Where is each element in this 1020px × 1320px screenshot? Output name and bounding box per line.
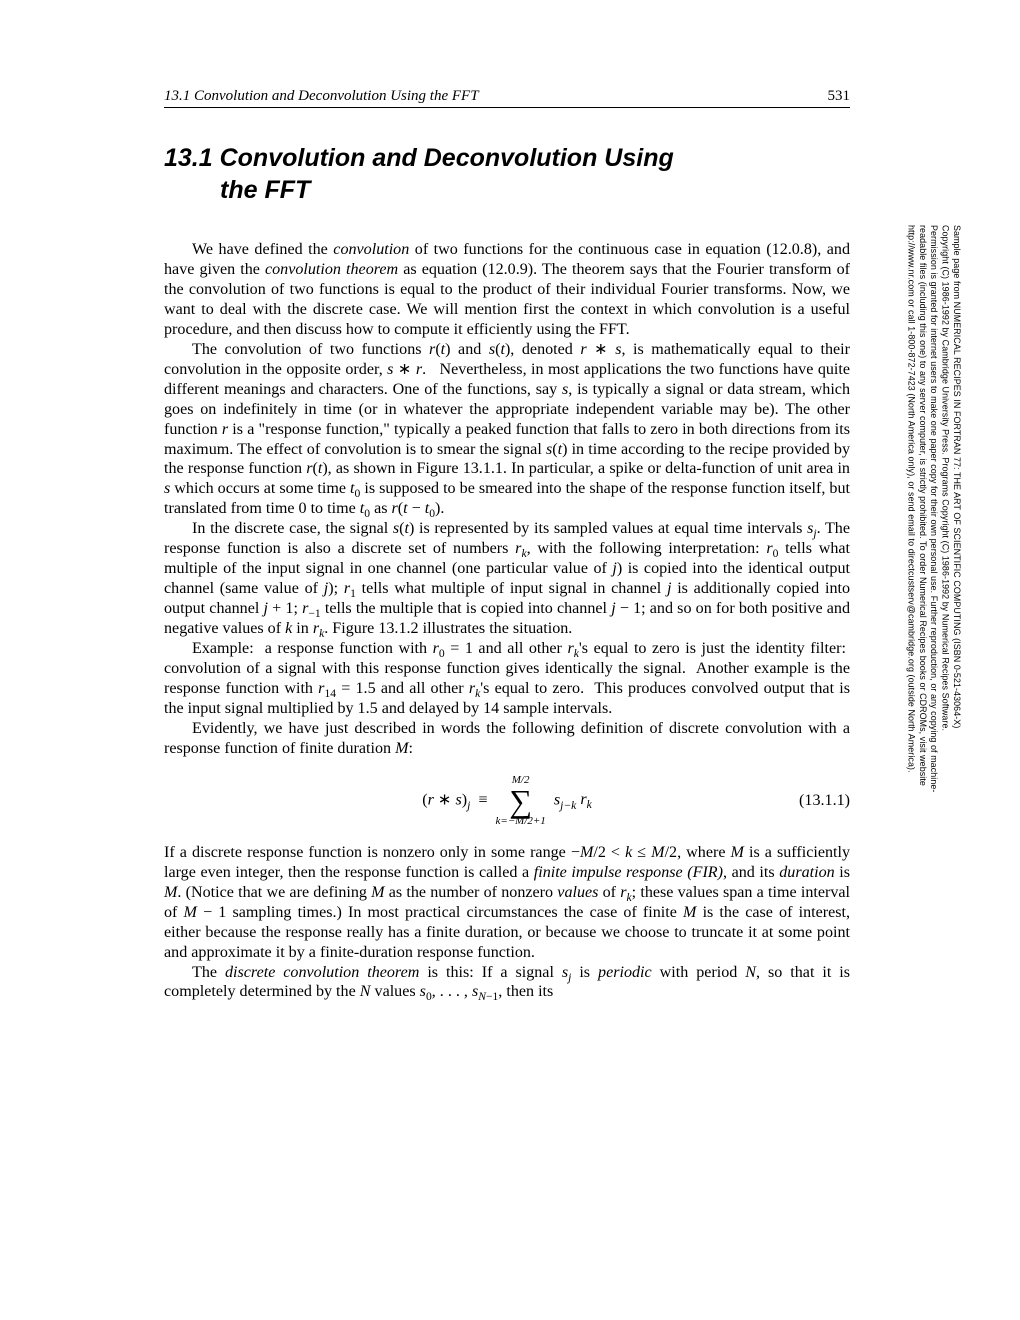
paragraph-5: Evidently, we have just described in wor… <box>164 719 850 759</box>
paragraph-7: The discrete convolution theorem is this… <box>164 963 850 1003</box>
copyright-sidebar: Sample page from NUMERICAL RECIPES IN FO… <box>948 225 962 1085</box>
section-title: 13.1 Convolution and Deconvolution Using… <box>164 142 850 206</box>
sidebar-line-1: Sample page from NUMERICAL RECIPES IN FO… <box>951 225 962 1085</box>
section-title-line2: the FFT <box>164 174 850 206</box>
page-container: 13.1 Convolution and Deconvolution Using… <box>0 0 1020 1042</box>
running-head-title: 13.1 Convolution and Deconvolution Using… <box>164 88 479 105</box>
sidebar-line-5: http://www.nr.com or call 1-800-872-7423… <box>905 225 916 1085</box>
paragraph-6: If a discrete response function is nonze… <box>164 843 850 963</box>
paragraph-1: We have defined the convolution of two f… <box>164 240 850 340</box>
sidebar-line-4: readable files (including this one) to a… <box>916 225 927 1085</box>
body-text: We have defined the convolution of two f… <box>164 240 850 1002</box>
section-title-line1: 13.1 Convolution and Deconvolution Using <box>164 144 674 172</box>
running-head: 13.1 Convolution and Deconvolution Using… <box>164 88 850 108</box>
sidebar-line-3: Permission is granted for internet users… <box>928 225 939 1085</box>
paragraph-2: The convolution of two functions r(t) an… <box>164 340 850 520</box>
equation-13-1-1: (r ∗ s)j ≡ M/2 ∑ k=−M/2+1 sj−k rk (13.1.… <box>164 769 850 833</box>
sidebar-line-2: Copyright (C) 1986-1992 by Cambridge Uni… <box>939 225 950 1085</box>
equation-content: (r ∗ s)j ≡ M/2 ∑ k=−M/2+1 sj−k rk <box>422 775 591 827</box>
paragraph-4: Example: a response function with r0 = 1… <box>164 639 850 719</box>
paragraph-3: In the discrete case, the signal s(t) is… <box>164 519 850 639</box>
equation-number: (13.1.1) <box>799 792 850 810</box>
running-head-page-number: 531 <box>828 88 851 105</box>
